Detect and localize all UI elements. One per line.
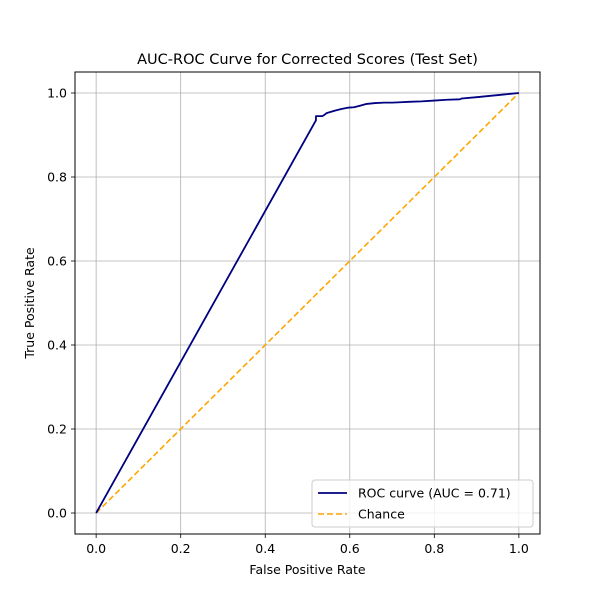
- x-tick-label: 0.0: [86, 541, 106, 556]
- chart-title: AUC-ROC Curve for Corrected Scores (Test…: [137, 52, 478, 68]
- y-axis-label: True Positive Rate: [22, 247, 37, 360]
- y-tick-label: 0.6: [47, 254, 67, 269]
- y-tick-label: 0.0: [47, 506, 67, 521]
- legend-label-chance: Chance: [358, 507, 405, 522]
- legend-box: [311, 479, 534, 528]
- legend: ROC curve (AUC = 0.71) Chance: [311, 479, 534, 528]
- x-tick-label: 0.2: [171, 541, 191, 556]
- grid: [75, 72, 540, 534]
- y-tick-label: 0.8: [47, 170, 67, 185]
- legend-label-roc: ROC curve (AUC = 0.71): [358, 486, 511, 501]
- x-axis: 0.0 0.2 0.4 0.6 0.8 1.0: [86, 534, 529, 556]
- y-tick-label: 0.4: [47, 338, 67, 353]
- roc-curve-line: [95, 92, 519, 514]
- series-layer: [95, 92, 520, 514]
- x-axis-label: False Positive Rate: [249, 562, 365, 577]
- x-tick-label: 0.8: [424, 541, 444, 556]
- plot-frame: [74, 71, 541, 535]
- x-tick-label: 0.4: [255, 541, 275, 556]
- y-axis: 0.0 0.2 0.4 0.6 0.8 1.0: [47, 86, 75, 521]
- chance-line: [95, 92, 520, 514]
- y-tick-label: 1.0: [47, 86, 67, 101]
- y-tick-label: 0.2: [47, 422, 67, 437]
- x-tick-label: 0.6: [340, 541, 360, 556]
- x-tick-label: 1.0: [509, 541, 529, 556]
